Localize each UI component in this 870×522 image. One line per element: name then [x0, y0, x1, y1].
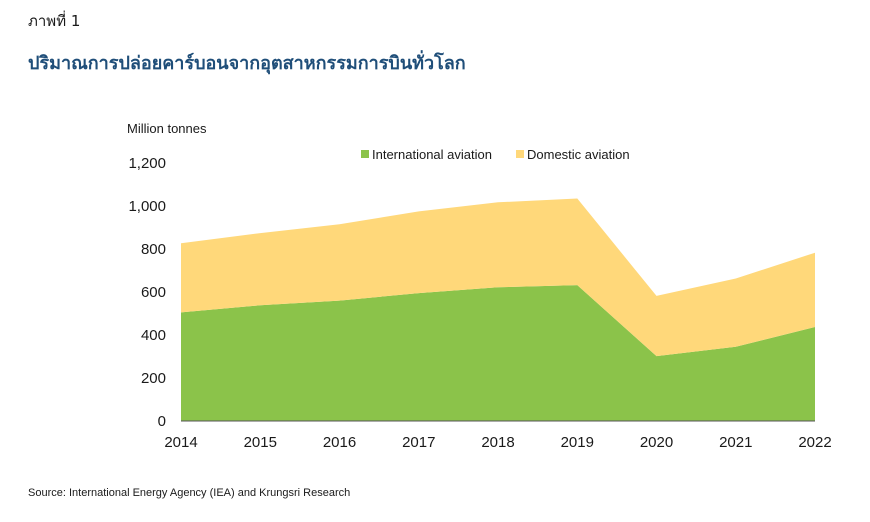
area-series-group — [181, 198, 815, 421]
x-tick-label: 2022 — [798, 434, 831, 451]
x-tick-label: 2018 — [481, 434, 514, 451]
x-axis-tick-labels: 2014 2015 2016 2017 2018 2019 2020 2021 2022 — [164, 434, 831, 451]
y-tick-label: 0 — [158, 413, 166, 430]
y-tick-label: 400 — [141, 327, 166, 344]
x-tick-label: 2020 — [640, 434, 673, 451]
legend-item-domestic-aviation: Domestic aviation — [516, 147, 630, 162]
y-tick-label: 600 — [141, 284, 166, 301]
y-tick-label: 1,000 — [128, 198, 166, 215]
legend-label: International aviation — [372, 147, 492, 162]
legend-swatch — [361, 150, 369, 158]
y-tick-label: 800 — [141, 241, 166, 258]
x-tick-label: 2021 — [719, 434, 752, 451]
x-tick-label: 2016 — [323, 434, 356, 451]
y-axis-unit-label: Million tonnes — [127, 121, 207, 136]
legend-item-international-aviation: International aviation — [361, 147, 492, 162]
area-series-international-aviation — [181, 285, 815, 421]
figure-label: ภาพที่ 1 — [28, 12, 81, 30]
legend-swatch — [516, 150, 524, 158]
x-tick-label: 2015 — [244, 434, 277, 451]
y-tick-label: 200 — [141, 370, 166, 387]
source-note: Source: International Energy Agency (IEA… — [28, 487, 351, 499]
x-tick-label: 2019 — [561, 434, 594, 451]
x-tick-label: 2017 — [402, 434, 435, 451]
legend-label: Domestic aviation — [527, 147, 630, 162]
legend: International aviation Domestic aviation — [361, 147, 630, 162]
x-tick-label: 2014 — [164, 434, 197, 451]
y-axis-tick-labels: 0 200 400 600 800 1,000 1,200 — [128, 155, 166, 430]
area-series-domestic-aviation — [181, 198, 815, 357]
chart-title: ปริมาณการปล่อยคาร์บอนจากอุตสาหกรรมการบิน… — [28, 53, 466, 74]
stacked-area-chart: Million tonnes 0 200 400 600 800 1,000 1,200 2… — [127, 121, 832, 451]
y-tick-label: 1,200 — [128, 155, 166, 172]
